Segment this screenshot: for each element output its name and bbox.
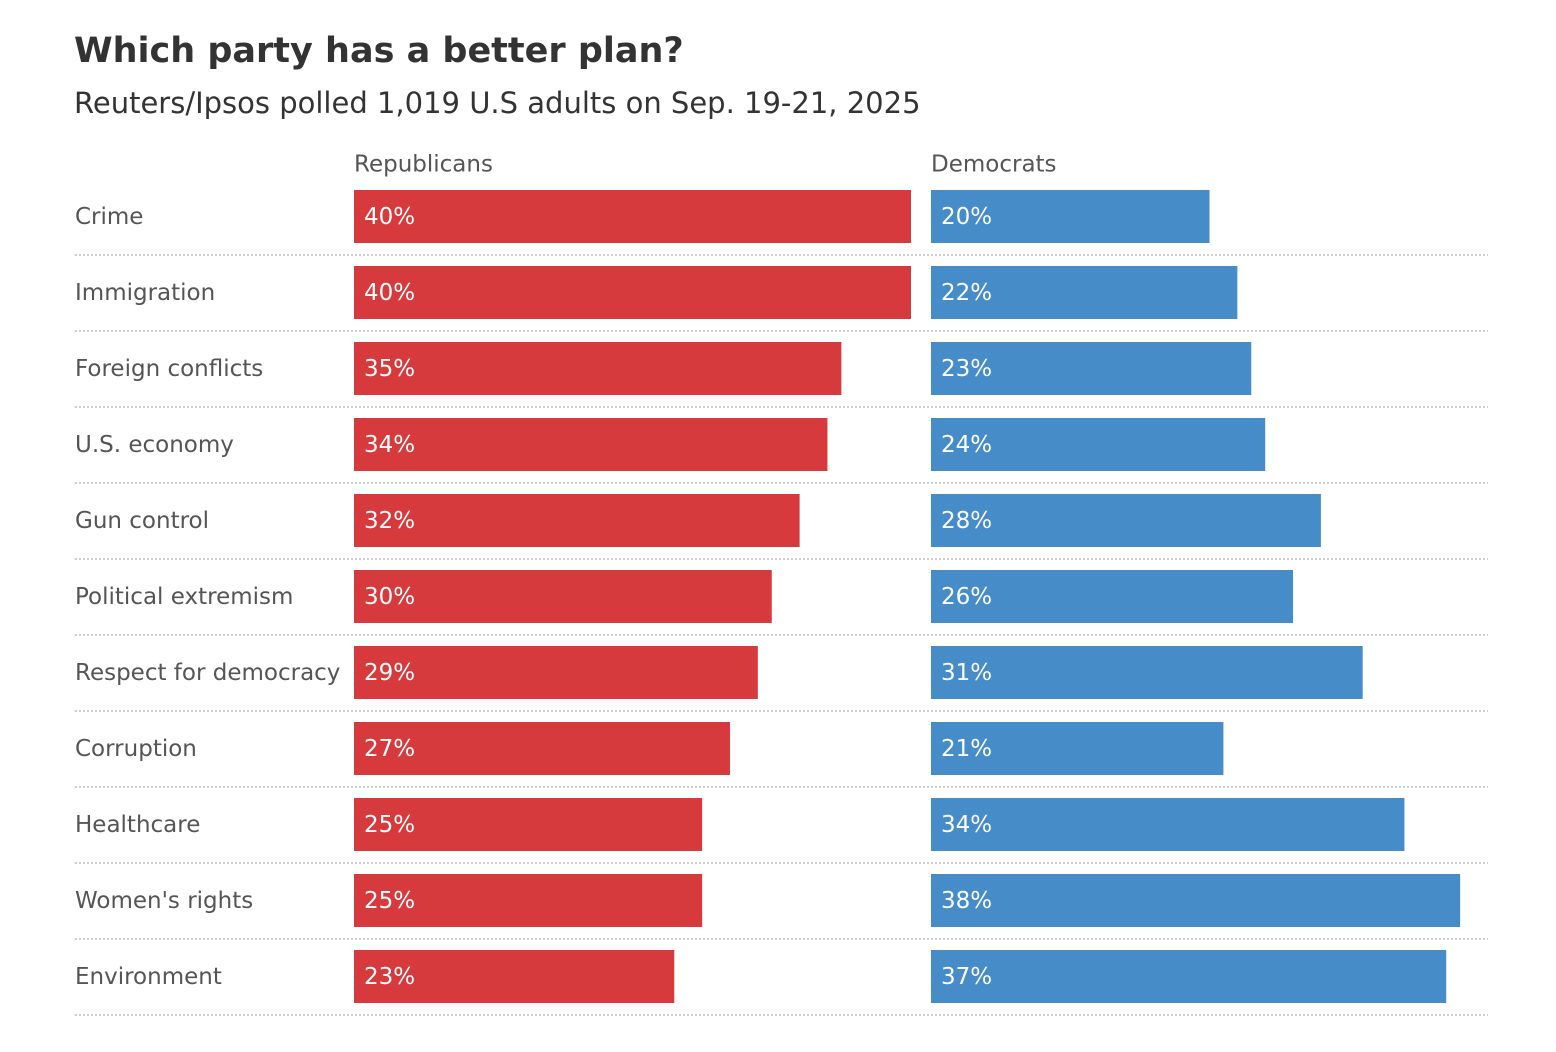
value-label: 35%: [364, 356, 415, 382]
category-label: Gun control: [75, 508, 209, 534]
value-label: 26%: [941, 584, 992, 610]
bar: [354, 266, 911, 319]
category-label: Political extremism: [75, 584, 293, 610]
bar: [354, 570, 772, 623]
value-label: 40%: [364, 204, 415, 230]
value-label: 29%: [364, 660, 415, 686]
value-label: 25%: [364, 888, 415, 914]
series-header: Democrats: [931, 152, 1057, 178]
value-label: 34%: [941, 812, 992, 838]
bar: [931, 722, 1224, 775]
bar: [931, 266, 1238, 319]
value-label: 34%: [364, 432, 415, 458]
bar: [354, 722, 730, 775]
category-label: Foreign conflicts: [75, 356, 263, 382]
category-label: Crime: [75, 204, 143, 230]
series-header: Republicans: [354, 152, 493, 178]
bar: [931, 646, 1363, 699]
value-label: 38%: [941, 888, 992, 914]
bar: [354, 646, 758, 699]
bar: [931, 798, 1405, 851]
value-label: 28%: [941, 508, 992, 534]
bar: [931, 874, 1461, 927]
category-label: Environment: [75, 964, 222, 990]
bar: [354, 950, 675, 1003]
value-label: 25%: [364, 812, 415, 838]
bar: [931, 190, 1210, 243]
value-label: 23%: [941, 356, 992, 382]
bar: [354, 418, 828, 471]
bar: [931, 418, 1266, 471]
category-label: Respect for democracy: [75, 660, 340, 686]
value-label: 32%: [364, 508, 415, 534]
bar: [354, 494, 800, 547]
bar: [354, 342, 842, 395]
bar: [354, 798, 703, 851]
value-label: 21%: [941, 736, 992, 762]
value-label: 40%: [364, 280, 415, 306]
category-label: U.S. economy: [75, 432, 234, 458]
value-label: 22%: [941, 280, 992, 306]
value-label: 31%: [941, 660, 992, 686]
category-label: Immigration: [75, 280, 215, 306]
value-label: 30%: [364, 584, 415, 610]
bar: [354, 874, 703, 927]
chart-subtitle: Reuters/Ipsos polled 1,019 U.S adults on…: [74, 86, 921, 120]
value-label: 24%: [941, 432, 992, 458]
bar: [931, 494, 1321, 547]
bar: [354, 190, 911, 243]
chart-title: Which party has a better plan?: [74, 31, 684, 71]
category-label: Corruption: [75, 736, 197, 762]
bar: [931, 950, 1447, 1003]
category-label: Healthcare: [75, 812, 200, 838]
value-label: 27%: [364, 736, 415, 762]
bar: [931, 570, 1294, 623]
value-label: 20%: [941, 204, 992, 230]
category-label: Women's rights: [75, 888, 253, 914]
value-label: 37%: [941, 964, 992, 990]
bar: [931, 342, 1252, 395]
value-label: 23%: [364, 964, 415, 990]
